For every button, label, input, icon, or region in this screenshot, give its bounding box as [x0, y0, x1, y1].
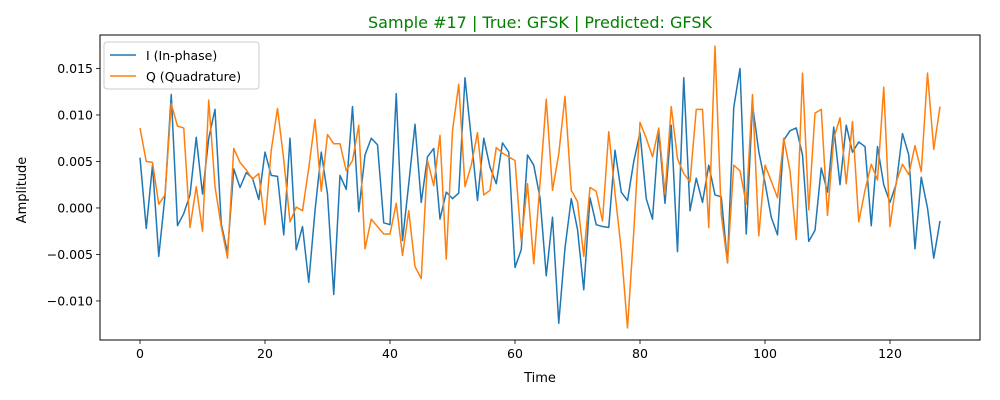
- x-tick-label: 80: [632, 346, 648, 361]
- y-axis-ticks: −0.010 −0.005 0.000 0.005 0.010 0.015: [47, 61, 100, 308]
- legend: I (In-phase) Q (Quadrature): [103, 41, 260, 90]
- y-axis-label: Amplitude: [15, 157, 30, 224]
- x-tick-label: 0: [136, 346, 144, 361]
- legend-label-i: I (In-phase): [146, 48, 217, 63]
- legend-label-q: Q (Quadrature): [146, 69, 241, 84]
- y-tick-label: 0.000: [57, 200, 93, 215]
- chart-title: Sample #17 | True: GFSK | Predicted: GFS…: [368, 13, 712, 32]
- x-tick-label: 20: [257, 346, 273, 361]
- plot-frame: [99, 34, 981, 341]
- y-tick-label: 0.005: [57, 154, 93, 169]
- y-tick-label: −0.005: [47, 247, 93, 262]
- x-tick-label: 120: [878, 346, 902, 361]
- series-layer: [139, 45, 941, 329]
- series-line-q: [139, 45, 941, 329]
- y-tick-label: −0.010: [47, 293, 93, 308]
- y-tick-label: 0.015: [57, 61, 93, 76]
- legend-box: [103, 41, 260, 90]
- x-tick-label: 100: [753, 346, 777, 361]
- x-axis-ticks: 0 20 40 60 80 100 120: [136, 340, 902, 361]
- x-axis-label: Time: [523, 371, 556, 386]
- x-tick-label: 40: [382, 346, 398, 361]
- y-tick-label: 0.010: [57, 107, 93, 122]
- series-line-i: [139, 67, 941, 325]
- x-tick-label: 60: [507, 346, 523, 361]
